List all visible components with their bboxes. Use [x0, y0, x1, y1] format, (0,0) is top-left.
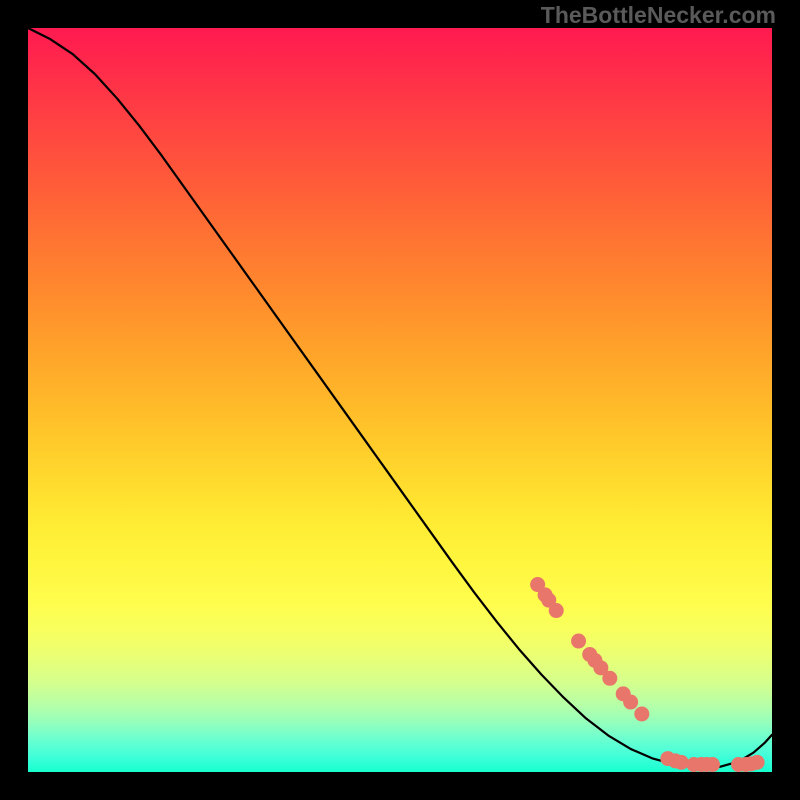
data-marker	[602, 671, 617, 686]
bottleneck-chart	[0, 0, 800, 800]
data-marker	[571, 634, 586, 649]
watermark-text: TheBottleNecker.com	[541, 2, 776, 29]
data-marker	[705, 757, 720, 772]
data-marker	[549, 603, 564, 618]
data-marker	[674, 755, 689, 770]
chart-background-gradient	[28, 28, 772, 772]
data-marker	[623, 695, 638, 710]
data-marker	[634, 706, 649, 721]
data-marker	[750, 755, 765, 770]
